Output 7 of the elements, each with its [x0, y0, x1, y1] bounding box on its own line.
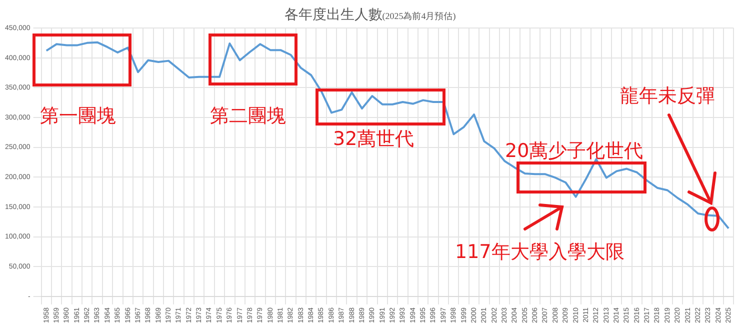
annotation: 32萬世代	[333, 128, 414, 150]
annotation: 20萬少子化世代	[505, 140, 644, 162]
chart-subtitle: (2025為前4月預估)	[382, 11, 456, 21]
annotation: 龍年未反彈	[620, 85, 715, 107]
annotation: 第一團塊	[40, 105, 116, 127]
annotation: 117年大學入學大限	[455, 241, 624, 263]
annotation: 第二團塊	[210, 105, 286, 127]
